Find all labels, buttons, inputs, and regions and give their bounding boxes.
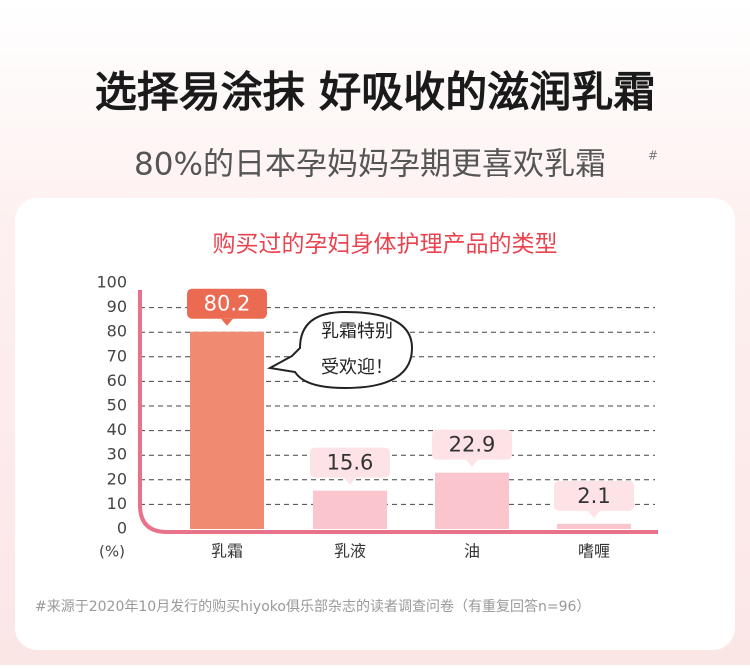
value-label: 80.2	[204, 292, 251, 316]
y-tick-label: 80	[107, 322, 127, 341]
value-label-box	[432, 429, 512, 460]
bar	[190, 331, 264, 529]
bars: 80.2 乳霜 15.6 乳液 22.9 油 2.1 嗜喱	[187, 288, 634, 561]
subtitle: 80%的日本孕妈妈孕期更喜欢乳霜	[134, 147, 606, 183]
title: 选择易涂抹 好吸收的滋润乳霜	[95, 68, 656, 117]
y-tick-label: 90	[107, 297, 127, 316]
value-label-box	[310, 447, 390, 478]
y-tick-label: 60	[107, 371, 127, 390]
value-label-pointer	[466, 459, 478, 467]
y-tick-label: 0	[117, 519, 127, 538]
value-label-pointer	[344, 477, 356, 485]
value-label-pointer	[588, 510, 600, 518]
y-tick-label: 30	[107, 445, 127, 464]
footnote: #来源于2020年10月发行的购买hiyoko俱乐部杂志的读者调查问卷（有重复回…	[35, 598, 590, 615]
value-label: 15.6	[327, 451, 374, 475]
x-tick-label: 乳液	[334, 542, 366, 561]
bar	[435, 472, 509, 529]
chart-title: 购买过的孕妇身体护理产品的类型	[213, 232, 558, 258]
speech-bubble	[266, 310, 414, 390]
bar	[557, 523, 631, 529]
y-tick-label: 50	[107, 396, 127, 415]
annotation: 受欢迎！	[321, 357, 393, 378]
y-axis-label: (%)	[99, 543, 125, 561]
y-tick-label: 20	[107, 469, 127, 488]
value-label-pointer	[221, 318, 233, 326]
x-tick-label: 嗜喱	[578, 542, 610, 561]
bar	[313, 490, 387, 529]
value-label-box	[187, 288, 267, 319]
value-label: 2.1	[577, 484, 610, 508]
value-label-box	[554, 480, 634, 511]
axis	[138, 290, 658, 534]
x-tick-label: 乳霜	[211, 542, 243, 561]
y-tick-label: 100	[96, 273, 127, 292]
value-label: 22.9	[449, 433, 496, 457]
y-tick-label: 40	[107, 420, 127, 439]
x-tick-label: 油	[464, 542, 480, 561]
annotation: 乳霜特别	[321, 321, 393, 342]
y-tick-label: 10	[107, 494, 127, 513]
subtitle-mark: #	[648, 149, 658, 163]
y-tick-label: 70	[107, 346, 127, 365]
